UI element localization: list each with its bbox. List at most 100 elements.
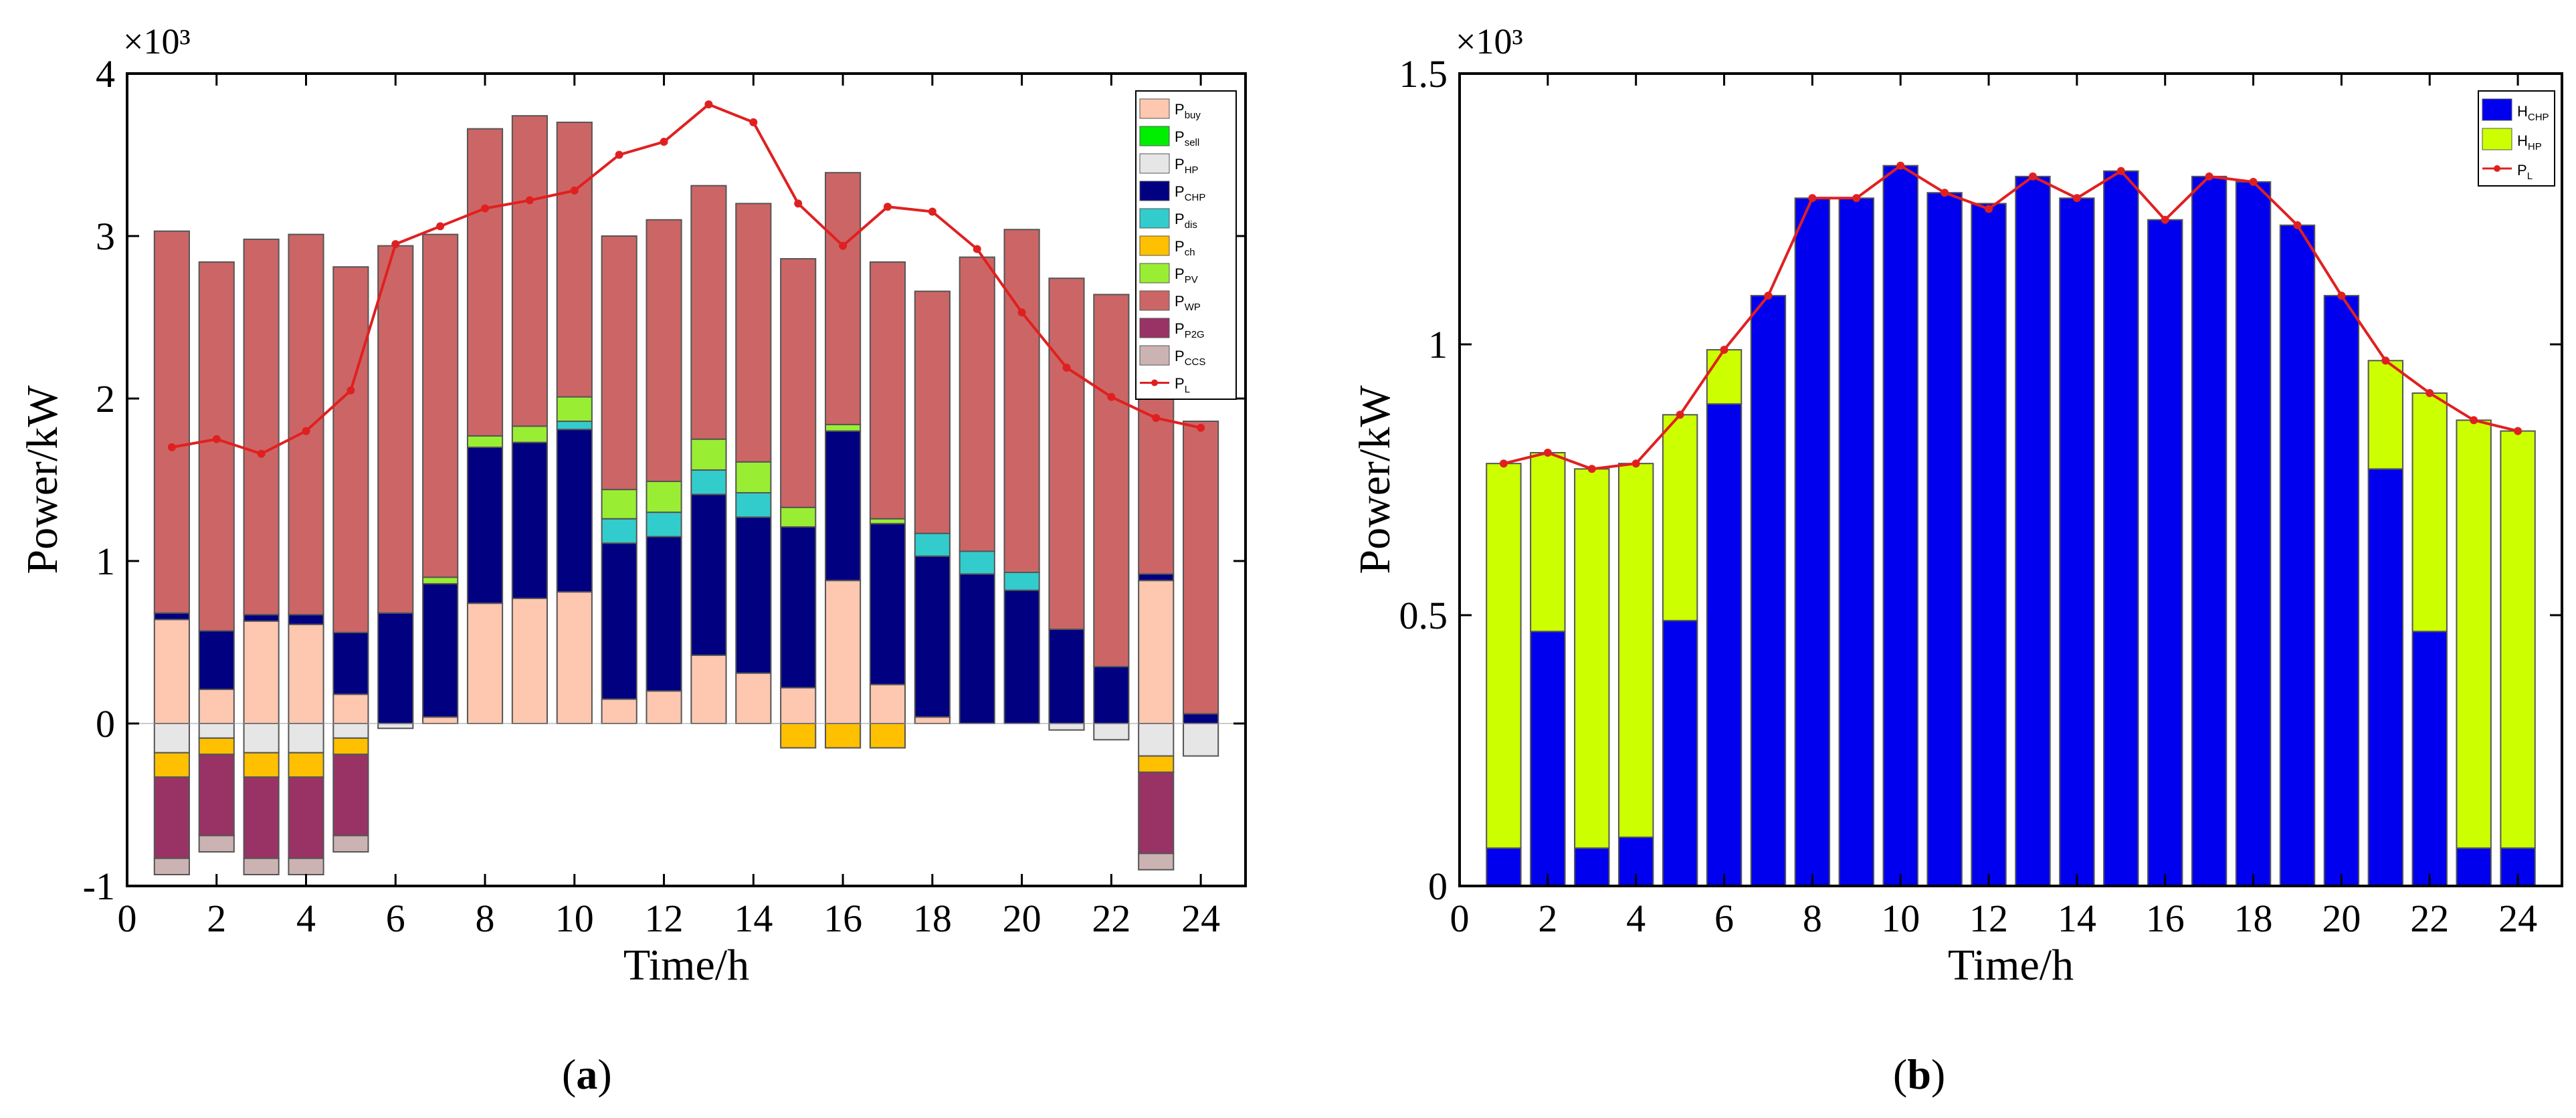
chart-b-line-point-4 — [1631, 459, 1640, 468]
chart-a-line-point-21 — [1062, 363, 1071, 372]
chart-a-bar-buy-9 — [511, 597, 549, 725]
chart-a-bar-ch-4 — [288, 752, 324, 778]
chart-b-bar-chp-2 — [1530, 631, 1566, 887]
chart-b-line-point-7 — [1764, 292, 1773, 300]
chart-a-bar-buy-13 — [690, 654, 727, 724]
chart-a-line-point-7 — [436, 222, 445, 231]
chart-a-bar-ch-17 — [869, 723, 906, 749]
chart-a-bar-chp-12 — [646, 536, 682, 692]
chart-b-line-point-16 — [2161, 215, 2169, 224]
chart-b-ylabel: Power/kW — [1351, 385, 1399, 574]
chart-b-bar-chp-19 — [2279, 224, 2316, 887]
chart-a-bar-chp-9 — [511, 441, 549, 599]
chart-a-bar-dis-12 — [646, 512, 682, 538]
chart-a-bar-hp-22 — [1093, 723, 1130, 741]
chart-b-bar-hp-5 — [1662, 414, 1698, 622]
chart-a-bar-hp-5 — [332, 723, 369, 739]
chart-b-line-point-1 — [1499, 459, 1508, 468]
chart-b-legend-l-label: PL — [2517, 162, 2533, 182]
chart-b-bar-hp-2 — [1530, 452, 1566, 633]
chart-a-bar-dis-14 — [735, 491, 772, 518]
chart-a-line-point-6 — [391, 240, 400, 249]
chart-b-legend-l-marker — [2494, 165, 2500, 172]
chart-b-line-point-8 — [1808, 194, 1817, 203]
chart-b-line-point-24 — [2514, 427, 2522, 435]
chart-a-bar-dis-13 — [690, 469, 727, 495]
chart-a-bar-pv-8 — [466, 435, 504, 448]
chart-a-bar-hp-6 — [377, 723, 414, 730]
chart-a-xtick-label-2: 2 — [207, 897, 226, 940]
chart-a-bar-dis-18 — [914, 532, 951, 557]
chart-b-bar-chp-5 — [1662, 620, 1698, 887]
chart-b-line-point-18 — [2249, 178, 2258, 186]
chart-a-line-point-15 — [794, 199, 803, 208]
chart-b-ytick-label-1_5: 1.5 — [1399, 52, 1448, 96]
chart-a-legend-pv-label-sub: PV — [1185, 274, 1198, 286]
chart-a-bar-wp-2 — [198, 261, 235, 632]
chart-a-legend-chp-label-main: P — [1175, 183, 1185, 200]
chart-a-bar-ccs-2 — [198, 834, 235, 853]
chart-b-line-point-23 — [2470, 416, 2478, 425]
chart-a-bar-chp-24 — [1183, 713, 1219, 725]
chart-a-legend-buy-label-sub: buy — [1185, 110, 1201, 121]
chart-b-legend-hp-label-sub: HP — [2528, 141, 2542, 152]
chart-a-bar-hp-4 — [288, 723, 324, 754]
chart-a-legend-p2g-label-main: P — [1175, 320, 1185, 337]
chart-a-bar-ccs-23 — [1138, 853, 1175, 871]
chart-a-ytick-label--1: -1 — [83, 865, 115, 908]
chart-b-bar-hp-23 — [2456, 419, 2492, 849]
chart-a-plot-frame — [126, 72, 1247, 887]
chart-a-ylabel: Power/kW — [18, 385, 67, 574]
chart-a-line-point-18 — [928, 207, 936, 216]
chart-a-ytick-label-4: 4 — [96, 52, 115, 96]
chart-a-bar-ccs-5 — [332, 834, 369, 853]
chart-a-bar-wp-15 — [780, 258, 817, 508]
chart-a-bar-pv-7 — [422, 576, 459, 585]
chart-a-bar-p2g-2 — [198, 754, 235, 836]
chart-a-bar-chp-19 — [959, 573, 995, 724]
chart-b-xlabel: Time/h — [1948, 941, 2074, 990]
chart-a-legend-ch-label-main: P — [1175, 238, 1185, 255]
chart-a-bar-buy-3 — [243, 620, 280, 724]
chart-b-bar-hp-6 — [1706, 349, 1743, 405]
chart-a-xtick-label-8: 8 — [476, 897, 495, 940]
chart-a-bar-chp-16 — [824, 430, 862, 582]
chart-a-line-point-2 — [212, 435, 221, 443]
chart-a-bar-chp-10 — [556, 429, 593, 593]
chart-a-ytick-label-0: 0 — [96, 702, 115, 746]
chart-a-bar-hp-23 — [1138, 723, 1175, 757]
chart-a-bar-ch-15 — [780, 723, 817, 749]
chart-a-bar-buy-12 — [646, 690, 682, 725]
chart-a-legend-buy-label: Pbuy — [1175, 101, 1201, 121]
caption-b: (b) — [1893, 1050, 1946, 1098]
chart-b-bar-hp-21 — [2367, 360, 2404, 470]
chart-b-legend-chp-label: HCHP — [2517, 103, 2549, 123]
chart-a-legend-pv-label: PPV — [1175, 265, 1198, 286]
chart-b-legend-hp-label-main: H — [2517, 132, 2528, 149]
chart-a-bar-p2g-23 — [1138, 771, 1175, 855]
chart-a-xtick-label-20: 20 — [1003, 897, 1042, 940]
chart-b-xtick-label-4: 4 — [1626, 897, 1646, 940]
chart-b: 0 2 4 6 8 10 12 14 16 18 20 22 2400.511.5×10³Time/hP… — [1351, 21, 2563, 990]
chart-a-legend-chp-label-sub: CHP — [1185, 192, 1206, 203]
chart-b-line-point-12 — [1985, 205, 1993, 213]
chart-a-bar-ch-2 — [198, 737, 235, 756]
chart-b-bar-chp-13 — [2015, 175, 2051, 887]
chart-b-bar-chp-14 — [2059, 197, 2095, 887]
chart-b-line-point-14 — [2072, 194, 2081, 203]
chart-a-line-l — [171, 102, 1201, 455]
chart-a-bar-ch-3 — [243, 752, 280, 778]
chart-b-legend-hp-swatch — [2482, 128, 2512, 150]
chart-a-line-point-10 — [570, 186, 579, 195]
chart-b-line-point-5 — [1676, 411, 1684, 419]
chart-b-line-point-13 — [2028, 172, 2037, 181]
chart-b-bar-chp-3 — [1574, 847, 1610, 887]
chart-a-bar-ch-23 — [1138, 755, 1175, 773]
chart-a-bar-hp-2 — [198, 723, 235, 739]
chart-a-bar-chp-21 — [1048, 629, 1085, 724]
chart-a-legend-dis-swatch — [1139, 208, 1170, 229]
chart-b-bar-hp-22 — [2411, 392, 2448, 633]
chart-b-bar-chp-23 — [2456, 847, 2492, 887]
chart-b-bar-chp-22 — [2411, 631, 2448, 887]
